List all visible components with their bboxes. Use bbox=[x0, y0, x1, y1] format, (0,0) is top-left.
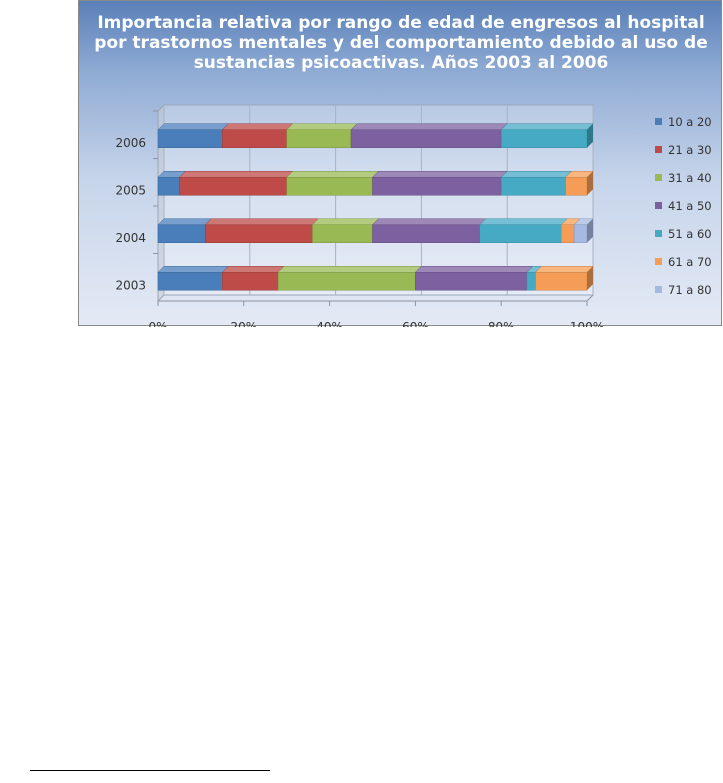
bar-2006-end-cap bbox=[587, 123, 593, 148]
bar-2005-series-2-top bbox=[178, 171, 294, 178]
legend-swatch-4 bbox=[655, 202, 662, 209]
bar-2003-end-cap bbox=[587, 266, 593, 291]
x-tick-label: 0% bbox=[148, 320, 167, 327]
legend-label-4: 41 a 50 bbox=[668, 199, 712, 213]
bar-2005-series-5-top bbox=[500, 171, 573, 178]
bar-2006-series-4 bbox=[350, 129, 502, 148]
bar-2004-series-4-top bbox=[371, 218, 487, 225]
bar-2003-series-3-top bbox=[277, 266, 423, 273]
chart-title-line-3: sustancias psicoactivas. Años 2003 al 20… bbox=[193, 53, 609, 73]
legend-swatch-6 bbox=[655, 258, 662, 265]
bar-2003-series-2-top bbox=[221, 266, 285, 273]
bar-2004-series-2-top bbox=[204, 218, 320, 225]
bar-2003-series-3 bbox=[277, 272, 416, 291]
legend-swatch-5 bbox=[655, 230, 662, 237]
bar-2004-series-5-top bbox=[479, 218, 568, 225]
bar-2005-series-2 bbox=[179, 177, 287, 196]
chart-title: Importancia relativa por rango de edad d… bbox=[79, 13, 723, 73]
bar-2005-series-3-top bbox=[286, 171, 380, 178]
bar-2005-series-4-top bbox=[371, 171, 508, 178]
bar-2003-series-6-top bbox=[534, 266, 594, 273]
bar-2003-series-4-top bbox=[414, 266, 534, 273]
bar-2004-series-6 bbox=[561, 224, 575, 243]
chart-title-line-1: Importancia relativa por rango de edad d… bbox=[97, 13, 705, 33]
footnote-rule bbox=[30, 770, 270, 771]
bar-2004-series-3-top bbox=[311, 218, 380, 225]
bar-2006-series-1 bbox=[157, 129, 223, 148]
legend-swatch-2 bbox=[655, 146, 662, 153]
bar-2006-series-1-top bbox=[157, 123, 229, 130]
y-tick-label: 2003 bbox=[115, 278, 146, 292]
legend-label-7: 71 a 80 bbox=[668, 283, 712, 297]
x-tick-label: 20% bbox=[230, 320, 257, 327]
bar-2003-series-5 bbox=[526, 272, 536, 291]
bar-2006-series-3-top bbox=[286, 123, 358, 130]
bar-2006-series-5-top bbox=[500, 123, 594, 130]
bar-2003-series-6 bbox=[535, 272, 588, 291]
bar-2006-series-5 bbox=[500, 129, 588, 148]
y-tick-label: 2004 bbox=[115, 231, 146, 245]
legend-swatch-1 bbox=[655, 118, 662, 125]
bar-2003-series-1 bbox=[157, 272, 223, 291]
bar-2004-end-cap bbox=[587, 218, 593, 243]
bar-2004-series-7 bbox=[573, 224, 588, 243]
bar-2003-series-4 bbox=[415, 272, 528, 291]
bar-2005-series-5 bbox=[500, 177, 566, 196]
x-tick-label: 40% bbox=[316, 320, 343, 327]
bar-2004-series-4 bbox=[372, 224, 480, 243]
y-tick-label: 2005 bbox=[115, 183, 146, 197]
chart-title-line-2: por trastornos mentales y del comportami… bbox=[94, 33, 708, 53]
bar-2004-series-5 bbox=[479, 224, 562, 243]
bar-2006-series-3 bbox=[286, 129, 352, 148]
bar-2004-series-3 bbox=[312, 224, 373, 243]
legend-label-1: 10 a 20 bbox=[668, 115, 712, 129]
x-tick-label: 100% bbox=[570, 320, 604, 327]
x-tick-label: 60% bbox=[402, 320, 429, 327]
bar-2004-series-1-top bbox=[157, 218, 212, 225]
legend-label-5: 51 a 60 bbox=[668, 227, 712, 241]
bar-2004-series-1 bbox=[157, 224, 206, 243]
bar-2005-series-6 bbox=[565, 177, 588, 196]
bar-2006-series-2-top bbox=[221, 123, 294, 130]
legend-label-3: 31 a 40 bbox=[668, 171, 712, 185]
y-tick-label: 2006 bbox=[115, 136, 146, 150]
bar-2005-end-cap bbox=[587, 171, 593, 196]
legend-label-2: 21 a 30 bbox=[668, 143, 712, 157]
bar-2005-series-1 bbox=[157, 177, 180, 196]
x-tick-label: 80% bbox=[488, 320, 515, 327]
bar-2005-series-3 bbox=[286, 177, 373, 196]
bar-2003-series-2 bbox=[222, 272, 279, 291]
bar-2006-series-4-top bbox=[350, 123, 508, 130]
bar-2003-series-1-top bbox=[157, 266, 229, 273]
plot-area: 2006 2005 2004 2003 0% 20% 40% 60% 80% 100% 10 a 2… bbox=[115, 103, 712, 327]
bar-2005-series-4 bbox=[372, 177, 502, 196]
bar-2006-series-2 bbox=[222, 129, 287, 148]
legend-label-6: 61 a 70 bbox=[668, 255, 712, 269]
legend-swatch-7 bbox=[655, 286, 662, 293]
legend-swatch-3 bbox=[655, 174, 662, 181]
x-axis-depth bbox=[586, 294, 594, 302]
chart-container: Importancia relativa por rango de edad d… bbox=[78, 0, 723, 327]
bar-2004-series-2 bbox=[204, 224, 313, 243]
